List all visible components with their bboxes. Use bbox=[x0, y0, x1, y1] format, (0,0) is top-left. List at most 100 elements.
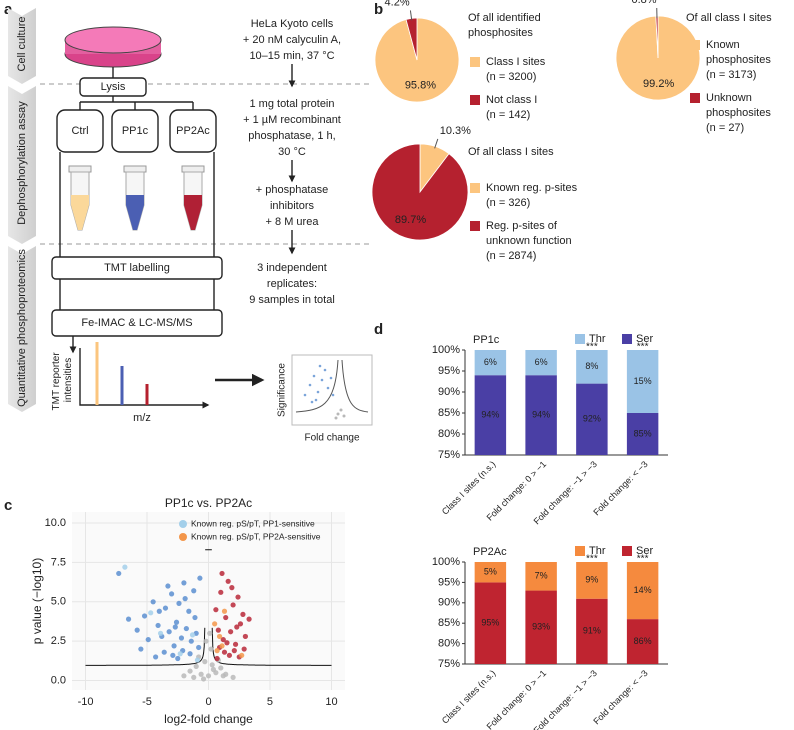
value-label: 15% bbox=[634, 376, 652, 386]
y-tick-label: 90% bbox=[438, 386, 460, 398]
significance: *** bbox=[637, 554, 649, 565]
note: replicates: bbox=[267, 278, 317, 290]
bar-segment bbox=[474, 562, 507, 583]
condition-label: PP2Ac bbox=[176, 125, 210, 137]
data-point bbox=[237, 621, 244, 627]
data-point bbox=[191, 588, 197, 594]
protocol-notes: HeLa Kyoto cells + 20 nM calyculin A, 10… bbox=[243, 18, 341, 306]
panel-label: c bbox=[4, 497, 12, 514]
data-point bbox=[153, 654, 159, 660]
legend-swatch bbox=[690, 93, 700, 103]
data-point bbox=[150, 599, 156, 605]
y-tick-label: 0.0 bbox=[51, 674, 66, 686]
data-point bbox=[134, 627, 140, 633]
data-point bbox=[218, 665, 224, 671]
data-point bbox=[196, 644, 202, 651]
significance: *** bbox=[586, 554, 598, 565]
x-tick-label: 0 bbox=[205, 696, 211, 708]
data-point bbox=[239, 652, 245, 658]
spectrum: TMT reporter intensities m/z bbox=[51, 342, 210, 424]
value-label: 89.7% bbox=[395, 214, 426, 226]
data-point bbox=[141, 613, 148, 619]
bar-segment bbox=[626, 350, 659, 413]
leader-line bbox=[434, 138, 439, 149]
legend-marker bbox=[179, 533, 187, 541]
bar-segment bbox=[474, 375, 507, 455]
data-point bbox=[157, 630, 164, 636]
legend-label: Thr bbox=[589, 333, 606, 345]
condition-label: PP1c bbox=[122, 125, 149, 137]
data-point bbox=[189, 632, 196, 638]
data-point bbox=[192, 614, 198, 621]
stage-band bbox=[8, 246, 36, 412]
legend-swatch bbox=[575, 546, 585, 556]
x-tick-label: -5 bbox=[142, 696, 152, 708]
data-point bbox=[169, 591, 175, 597]
data-point bbox=[183, 625, 189, 632]
note: inhibitors bbox=[270, 200, 315, 212]
data-point bbox=[170, 652, 176, 658]
legend-label: Not class I bbox=[486, 94, 537, 106]
legend-count: (n = 3200) bbox=[486, 71, 536, 83]
data-point bbox=[155, 622, 161, 629]
x-tick-label: Class I sites (n.s.) bbox=[440, 459, 498, 517]
data-point bbox=[162, 605, 169, 611]
x-tick-label: Fold change: < −3 bbox=[591, 668, 649, 726]
panel-label: d bbox=[374, 321, 383, 338]
note: phosphatase, 1 h, bbox=[248, 130, 335, 142]
data-point bbox=[246, 616, 252, 622]
value-label: 92% bbox=[583, 414, 601, 424]
bar-segment bbox=[525, 590, 557, 664]
note: 3 independent bbox=[257, 262, 327, 274]
data-point bbox=[224, 640, 230, 646]
data-point bbox=[176, 600, 182, 606]
significance: *** bbox=[586, 342, 598, 353]
legend-label: Ser bbox=[636, 333, 653, 345]
data-point bbox=[145, 636, 151, 643]
y-tick-label: 90% bbox=[438, 597, 460, 609]
condition-box bbox=[111, 109, 159, 153]
data-point bbox=[198, 671, 204, 677]
data-point bbox=[177, 651, 183, 657]
legend-swatch bbox=[690, 40, 700, 50]
data-point bbox=[171, 643, 177, 649]
legend-swatch bbox=[470, 221, 480, 231]
data-point bbox=[172, 624, 178, 630]
data-point bbox=[228, 629, 234, 635]
value-label: 0.8% bbox=[632, 0, 657, 6]
data-point bbox=[235, 594, 241, 600]
legend-swatch bbox=[575, 334, 585, 344]
legend-count: (n = 2874) bbox=[486, 250, 536, 262]
step-label: TMT labelling bbox=[104, 262, 170, 274]
bar-segment bbox=[576, 598, 608, 664]
value-label: 5% bbox=[484, 567, 497, 577]
data-point bbox=[187, 668, 193, 674]
stage-label: Cell culture bbox=[16, 16, 28, 71]
data-point bbox=[221, 608, 228, 614]
data-point bbox=[156, 608, 162, 614]
petri-dish bbox=[64, 26, 162, 68]
step-box bbox=[51, 256, 223, 280]
axis-label: Significance bbox=[277, 363, 288, 417]
step-box bbox=[51, 309, 223, 337]
note: + phosphatase bbox=[256, 184, 328, 196]
data-point bbox=[116, 570, 122, 577]
y-tick-label: 100% bbox=[432, 344, 460, 356]
value-label: 9% bbox=[585, 575, 598, 585]
note: HeLa Kyoto cells bbox=[251, 18, 334, 30]
data-point bbox=[188, 638, 194, 644]
data-point bbox=[181, 673, 187, 679]
bar-segment bbox=[626, 562, 659, 620]
data-point bbox=[186, 608, 192, 614]
bar-segment bbox=[576, 350, 608, 384]
data-point bbox=[202, 659, 208, 665]
leader-line bbox=[409, 10, 413, 21]
y-tick-label: 2.5 bbox=[51, 635, 66, 647]
data-point bbox=[182, 596, 188, 602]
legend-label: Known reg. pS/pT, PP2A-sensitive bbox=[191, 531, 321, 541]
value-label: 99.2% bbox=[643, 78, 674, 90]
pie-slice bbox=[371, 143, 469, 241]
data-point bbox=[178, 635, 185, 641]
y-tick-label: 80% bbox=[438, 428, 460, 440]
data-point bbox=[230, 674, 236, 680]
